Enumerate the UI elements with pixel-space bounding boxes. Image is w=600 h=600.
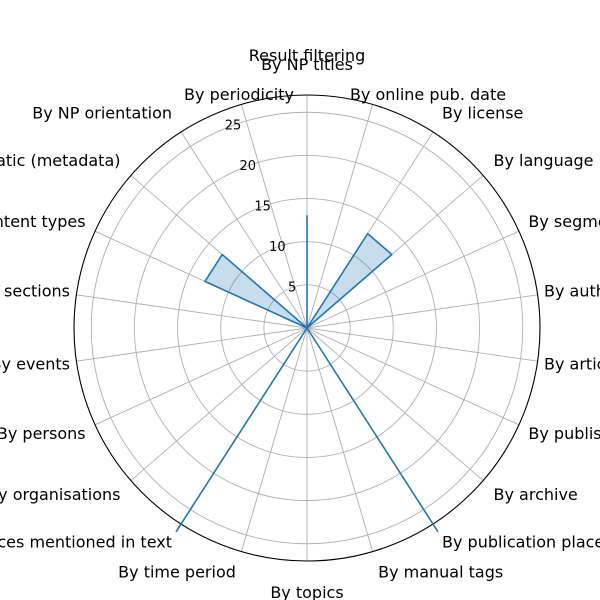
- chart-title: Result filtering: [249, 46, 365, 65]
- grid-spoke: [76, 327, 308, 362]
- grid-spoke: [306, 327, 374, 552]
- rtick-label: 25: [225, 118, 242, 133]
- category-label: By events: [0, 354, 70, 373]
- category-label: By places mentioned in text: [0, 533, 172, 552]
- grid-spoke: [306, 327, 520, 426]
- grid-spoke: [306, 327, 484, 481]
- grid-spoke: [94, 327, 308, 426]
- rtick-label: 10: [269, 240, 286, 255]
- rtick-label: 20: [240, 159, 257, 174]
- series-area: [176, 215, 438, 532]
- category-label: By organisations: [0, 485, 121, 504]
- category-label: By NP titles: [261, 55, 353, 74]
- rtick-label: 15: [254, 199, 271, 214]
- category-label: By sections: [0, 282, 70, 301]
- radial-tick-labels: 5 10 15 20 25: [225, 118, 297, 295]
- grid-spoke: [240, 104, 308, 329]
- category-label: By publisher: [528, 424, 600, 443]
- category-label: By periodicity: [184, 85, 294, 104]
- category-label: By segmentation level: [528, 212, 600, 231]
- category-label: By time period: [118, 563, 236, 582]
- category-label: By newspaper thematic (metadata): [0, 151, 121, 170]
- category-label: By online pub. date: [350, 85, 506, 104]
- grid-spoke: [130, 327, 308, 481]
- category-label: By article length: [544, 354, 600, 373]
- grid-spoke: [180, 131, 308, 329]
- grid-spoke: [306, 230, 520, 329]
- category-label: By license: [442, 104, 523, 123]
- category-label: By publication place: [442, 533, 600, 552]
- series-line: [175, 215, 439, 533]
- category-label: By topics: [270, 583, 343, 600]
- category-label: By manual tags: [378, 563, 503, 582]
- grid-spoke: [76, 294, 308, 329]
- polar-frame: [73, 94, 541, 562]
- rtick-label: 5: [288, 281, 296, 296]
- grid-spoke: [240, 327, 308, 552]
- category-label: By archive: [494, 485, 578, 504]
- grid-spoke: [306, 327, 538, 362]
- category-label: By NP orientation: [32, 104, 172, 123]
- grid-spoke: [306, 104, 374, 329]
- category-label: By authors: [544, 282, 600, 301]
- radar-series: [175, 215, 439, 533]
- grid-spoke: [306, 294, 538, 329]
- category-label: By persons: [0, 424, 86, 443]
- category-label: By content types: [0, 212, 86, 231]
- category-label: By language: [494, 151, 594, 170]
